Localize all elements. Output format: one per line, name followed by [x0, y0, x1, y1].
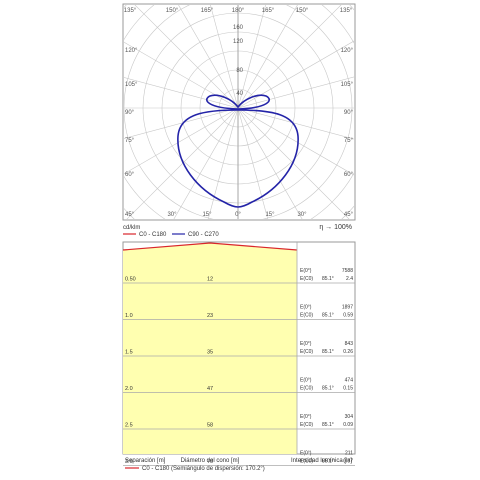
angle-label: 45° [125, 212, 135, 218]
row-ec0-label: E(C0) [300, 386, 313, 392]
row-e0-value: 843 [345, 341, 354, 347]
row-e0-value: 211 [345, 451, 353, 457]
angle-label: 150° [166, 8, 179, 14]
angle-label: 105° [341, 82, 354, 88]
row-height: 3.0 [125, 459, 133, 465]
angle-label: 75° [125, 138, 135, 144]
row-e0-value: 304 [345, 414, 354, 420]
cone-row: 0.50 12 E(0°) 7588 E(C0) 85.1° 2.4 [125, 268, 353, 283]
angle-label: 165° [201, 8, 214, 14]
angle-label: 135° [340, 8, 353, 14]
row-diameter: 35 [207, 350, 213, 356]
row-ec0-value: 0.15 [343, 386, 353, 392]
row-ec0-value: 0.09 [343, 422, 353, 428]
angle-label: 165° [262, 8, 275, 14]
angle-label: 120° [125, 48, 138, 54]
curve-c90-c270 [177, 94, 299, 208]
row-e0-label: E(0°) [300, 305, 312, 311]
row-angle: 85.1° [322, 422, 334, 428]
angle-label: 75° [344, 138, 354, 144]
angle-labels-top: 135° 150° 165° 180° 165° 150° 135° [124, 8, 353, 14]
row-ec0-label: E(C0) [300, 313, 313, 319]
cone-row: 1.5 35 E(0°) 843 E(C0) 85.1° 0.26 [125, 341, 353, 356]
angle-labels-left: 120° 105° 90° 75° 60° 45° [125, 48, 138, 218]
row-diameter: 12 [207, 277, 213, 283]
cone-row: 2.5 58 E(0°) 304 E(C0) 85.1° 0.09 [125, 414, 353, 429]
row-height: 1.0 [125, 313, 133, 319]
row-angle: 85.1° [322, 459, 334, 465]
angle-label: 60° [125, 172, 135, 178]
row-ec0-label: E(C0) [300, 422, 313, 428]
angle-label: 135° [124, 8, 137, 14]
cone-beam-area [123, 243, 297, 454]
angle-label: 180° [232, 8, 245, 14]
efficiency-label: η → 100% [319, 224, 352, 231]
legend-label-c90: C90 - C270 [188, 232, 219, 238]
radial-labels: 160 120 80 40 [233, 25, 244, 97]
radial-label: 80 [236, 68, 243, 74]
row-height: 1.5 [125, 350, 133, 356]
row-ec0-label: E(C0) [300, 276, 313, 282]
cone-legend-label: C0 - C180 (Semiángulo de dispersión: 170… [142, 466, 265, 472]
cone-row: 3.0 70 E(0°) 211 E(C0) 85.1° 0.07 [125, 451, 353, 466]
cone-row: 2.0 47 E(0°) 474 E(C0) 85.1° 0.15 [125, 378, 353, 393]
polar-diagram: 135° 150° 165° 180° 165° 150° 135° 120° … [122, 3, 356, 238]
row-e0-label: E(0°) [300, 268, 312, 274]
row-height: 2.5 [125, 423, 133, 429]
angle-label: 90° [125, 110, 135, 116]
angle-label: 90° [344, 110, 354, 116]
row-e0-value: 474 [345, 378, 354, 384]
angle-labels-bottom: 30° 15° 0° 15° 30° [167, 212, 307, 218]
angle-label: 0° [235, 212, 241, 218]
row-diameter: 23 [207, 313, 213, 319]
row-diameter: 47 [207, 386, 213, 392]
footer-center: Diámetro del cono [m] [181, 458, 240, 464]
angle-label: 45° [344, 212, 354, 218]
angle-label: 105° [125, 82, 138, 88]
angle-labels-right: 120° 105° 90° 75° 60° 45° [341, 48, 354, 218]
row-angle: 85.1° [322, 276, 334, 282]
row-e0-label: E(0°) [300, 378, 312, 384]
row-e0-value: 1897 [342, 305, 353, 311]
angle-label: 15° [265, 212, 275, 218]
row-diameter: 70 [207, 459, 213, 465]
row-angle: 85.1° [322, 386, 334, 392]
row-angle: 85.1° [322, 349, 334, 355]
angle-label: 30° [297, 212, 307, 218]
row-angle: 85.1° [322, 313, 334, 319]
footer-right: Intensidad lumínica [lx] [291, 458, 352, 464]
angle-label: 30° [167, 212, 177, 218]
angle-label: 150° [296, 8, 309, 14]
row-ec0-value: 0.07 [343, 459, 353, 465]
radial-label: 120 [233, 39, 244, 45]
cone-diagram: 0.50 12 E(0°) 7588 E(C0) 85.1° 2.4 1.0 23 E(0°) 18… [122, 241, 356, 472]
row-e0-label: E(0°) [300, 414, 312, 420]
angle-label: 15° [202, 212, 212, 218]
row-ec0-value: 2.4 [346, 276, 353, 282]
cone-row: 1.0 23 E(0°) 1897 E(C0) 85.1° 0.59 [125, 305, 353, 320]
radial-label: 40 [236, 91, 243, 97]
row-ec0-label: E(C0) [300, 459, 313, 465]
row-height: 2.0 [125, 386, 133, 392]
legend-label-c0: C0 - C180 [139, 232, 167, 238]
row-e0-value: 7588 [342, 268, 353, 274]
cone-top-edge [122, 242, 298, 251]
unit-label: cd/klm [123, 225, 140, 231]
row-diameter: 58 [207, 423, 213, 429]
row-height: 0.50 [125, 277, 136, 283]
row-ec0-value: 0.59 [343, 313, 353, 319]
polar-legend: C0 - C180 C90 - C270 [123, 232, 219, 238]
row-ec0-value: 0.26 [343, 349, 353, 355]
cone-rows: 0.50 12 E(0°) 7588 E(C0) 85.1° 2.4 1.0 23 E(0°) 18… [123, 268, 355, 466]
footer-left: Separación [m] [125, 458, 166, 464]
angle-label: 120° [341, 48, 354, 54]
radial-label: 160 [233, 25, 244, 31]
row-e0-label: E(0°) [300, 451, 312, 457]
row-ec0-label: E(C0) [300, 349, 313, 355]
angle-label: 60° [344, 172, 354, 178]
row-e0-label: E(0°) [300, 341, 312, 347]
